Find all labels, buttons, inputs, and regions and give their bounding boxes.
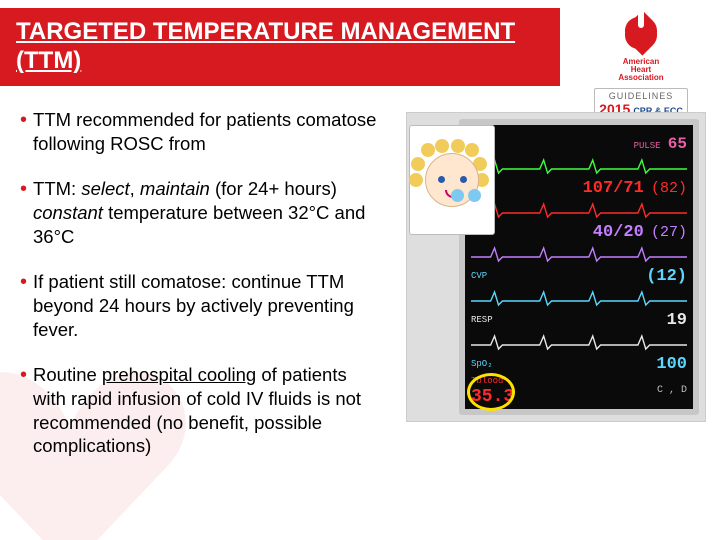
bullet-dot-icon: •	[20, 363, 27, 458]
waveform	[471, 289, 687, 307]
waveform	[471, 157, 687, 175]
bullet-item: • If patient still comatose: continue TT…	[20, 270, 380, 341]
monitor-row: CVP (12)	[471, 263, 687, 289]
monitor-row: HR64 PULSE 65	[471, 131, 687, 157]
heart-torch-icon	[622, 8, 660, 52]
slide: { "title": "TARGETED TEMPERATURE MANAGEM…	[0, 0, 720, 540]
waveform	[471, 333, 687, 351]
patient-monitor: HR64 PULSE 65 ART 107/71 (82) PAP 40/20 …	[459, 119, 699, 415]
monitor-row: PAP 40/20 (27)	[471, 219, 687, 245]
bullet-item: • TTM recommended for patients comatose …	[20, 108, 380, 155]
bullet-dot-icon: •	[20, 270, 27, 341]
aha-org-name: American Heart Association	[618, 58, 663, 82]
bullet-dot-icon: •	[20, 108, 27, 155]
bullet-dot-icon: •	[20, 177, 27, 248]
slide-title: TARGETED TEMPERATURE MANAGEMENT (TTM)	[16, 18, 560, 76]
cartoon-girl	[409, 125, 495, 235]
bullet-item: • TTM: select, maintain (for 24+ hours) …	[20, 177, 380, 248]
bullet-text: TTM: select, maintain (for 24+ hours) co…	[33, 177, 380, 248]
monitor-row: RESP19	[471, 307, 687, 333]
bullet-text: TTM recommended for patients comatose fo…	[33, 108, 380, 155]
bullet-text: Routine prehospital cooling of patients …	[33, 363, 380, 458]
bullet-list: • TTM recommended for patients comatose …	[20, 108, 380, 480]
waveform	[471, 245, 687, 263]
monitor-row-tblood: Tblood35.3 C , D	[471, 377, 687, 403]
aha-logo: American Heart Association	[576, 8, 706, 82]
aha-logo-block: American Heart Association GUIDELINES 20…	[576, 8, 706, 120]
bullet-item: • Routine prehospital cooling of patient…	[20, 363, 380, 458]
monitor-row: ART 107/71 (82)	[471, 175, 687, 201]
illustration-area: HR64 PULSE 65 ART 107/71 (82) PAP 40/20 …	[406, 112, 706, 422]
guidelines-label: GUIDELINES	[599, 91, 683, 101]
highlight-circle	[467, 373, 515, 411]
title-bar: TARGETED TEMPERATURE MANAGEMENT (TTM)	[0, 8, 560, 86]
bullet-text: If patient still comatose: continue TTM …	[33, 270, 380, 341]
waveform	[471, 201, 687, 219]
